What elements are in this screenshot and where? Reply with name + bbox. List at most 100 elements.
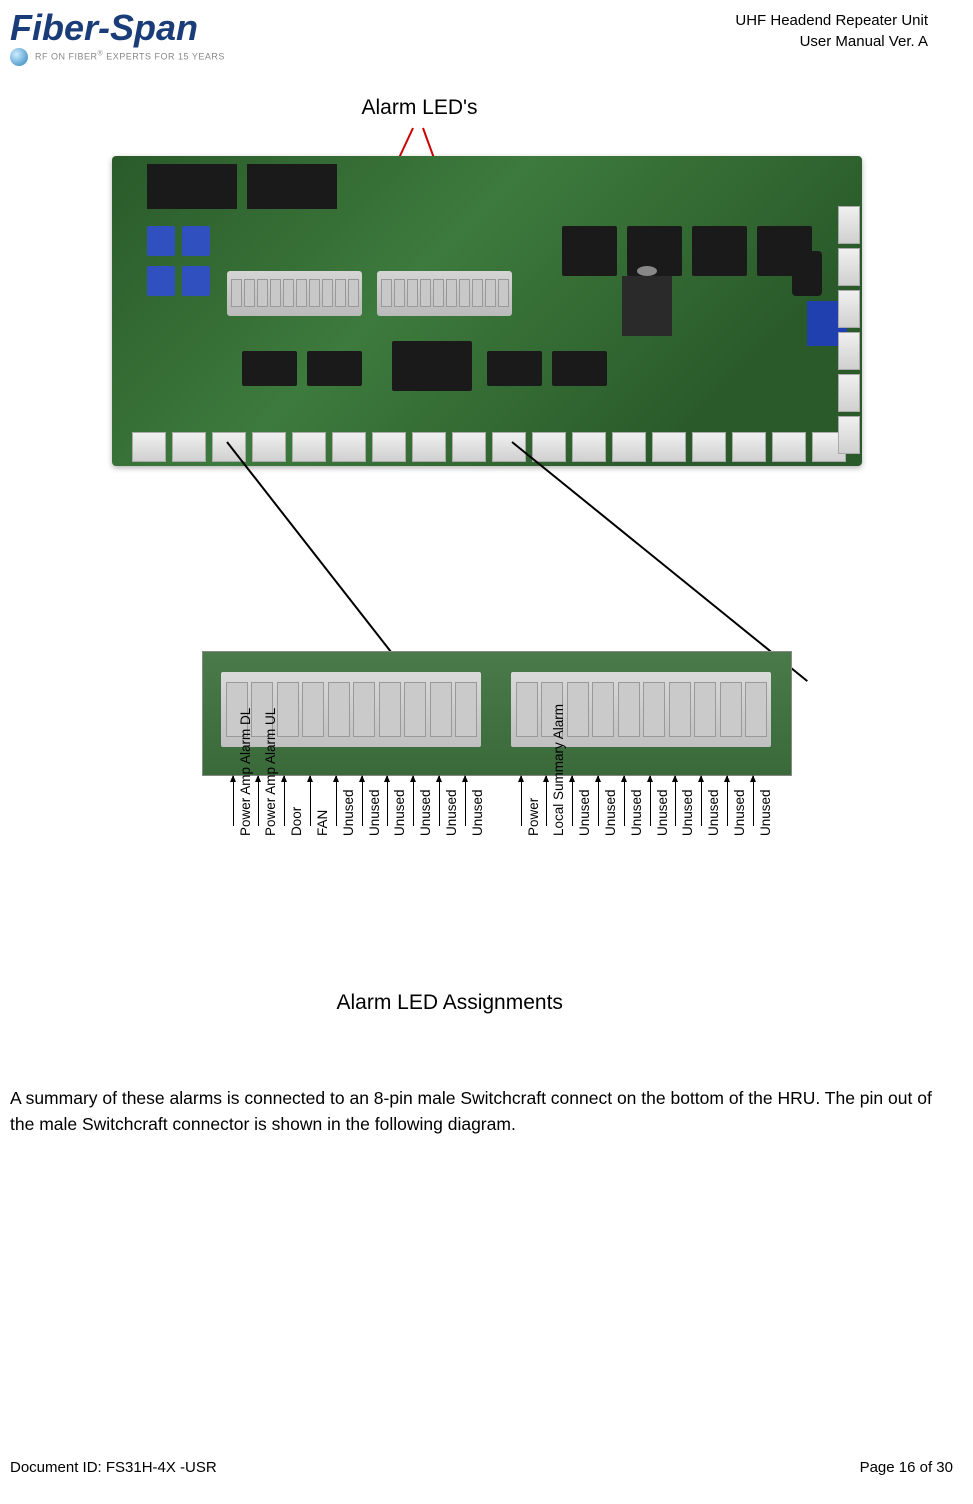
indicator-arrow bbox=[465, 776, 466, 826]
indicator-arrow bbox=[572, 776, 573, 826]
connector bbox=[652, 432, 686, 462]
connector bbox=[172, 432, 206, 462]
led-label: Unused bbox=[655, 789, 670, 836]
document-id: Document ID: FS31H-4X -USR bbox=[10, 1459, 217, 1476]
led-label: Unused bbox=[629, 789, 644, 836]
figure-top-label: Alarm LED's bbox=[362, 96, 478, 120]
globe-icon bbox=[10, 48, 28, 66]
led-bank bbox=[227, 271, 362, 316]
indicator-arrow bbox=[675, 776, 676, 826]
tagline-suffix: EXPERTS FOR 15 YEARS bbox=[103, 51, 225, 61]
indicator-arrow bbox=[336, 776, 337, 826]
indicator-arrow bbox=[624, 776, 625, 826]
figure-area: Alarm LED's Power Amp Alarm DL Power Amp … bbox=[112, 96, 862, 1026]
connector bbox=[132, 432, 166, 462]
led-bank bbox=[377, 271, 512, 316]
pin-header bbox=[147, 164, 237, 209]
indicator-arrow bbox=[310, 776, 311, 826]
connector bbox=[838, 206, 860, 244]
potentiometer bbox=[147, 266, 175, 296]
connector bbox=[732, 432, 766, 462]
indicator-arrow bbox=[413, 776, 414, 826]
led-label: Unused bbox=[732, 789, 747, 836]
relay bbox=[562, 226, 617, 276]
connector bbox=[412, 432, 446, 462]
logo-text: Fiber-Span bbox=[10, 10, 225, 46]
connector bbox=[838, 290, 860, 328]
indicator-arrow bbox=[727, 776, 728, 826]
zoom-detail bbox=[202, 651, 792, 776]
voltage-regulator bbox=[622, 276, 672, 336]
potentiometer bbox=[147, 226, 175, 256]
pcb-board bbox=[112, 156, 862, 466]
led-label: Unused bbox=[706, 789, 721, 836]
led-label: Unused bbox=[758, 789, 773, 836]
indicator-arrow bbox=[546, 776, 547, 826]
ic-chip bbox=[242, 351, 297, 386]
capacitor bbox=[792, 251, 822, 296]
led-label: FAN bbox=[315, 810, 330, 836]
indicator-arrow bbox=[233, 776, 234, 826]
page-number: Page 16 of 30 bbox=[860, 1459, 953, 1476]
page-footer: Document ID: FS31H-4X -USR Page 16 of 30 bbox=[10, 1459, 953, 1476]
led-label: Power Amp Alarm UL bbox=[263, 708, 278, 836]
indicator-arrow bbox=[284, 776, 285, 826]
indicator-arrow bbox=[258, 776, 259, 826]
connector bbox=[772, 432, 806, 462]
connector bbox=[572, 432, 606, 462]
figure-bottom-label: Alarm LED Assignments bbox=[337, 991, 563, 1015]
doc-title: UHF Headend Repeater Unit bbox=[735, 10, 928, 31]
connector bbox=[532, 432, 566, 462]
pin-header bbox=[247, 164, 337, 209]
indicator-arrow bbox=[650, 776, 651, 826]
led-label: Unused bbox=[470, 789, 485, 836]
doc-subtitle: User Manual Ver. A bbox=[735, 31, 928, 52]
led-label: Unused bbox=[444, 789, 459, 836]
led-label: Unused bbox=[680, 789, 695, 836]
connector bbox=[372, 432, 406, 462]
indicator-arrow bbox=[439, 776, 440, 826]
indicator-arrow bbox=[701, 776, 702, 826]
connector bbox=[838, 332, 860, 370]
ic-chip bbox=[392, 341, 472, 391]
connector bbox=[692, 432, 726, 462]
indicator-arrow bbox=[753, 776, 754, 826]
indicator-arrow bbox=[598, 776, 599, 826]
led-label: Power bbox=[526, 798, 541, 836]
logo-tagline: RF ON FIBER® EXPERTS FOR 15 YEARS bbox=[10, 48, 225, 66]
indicator-arrow bbox=[362, 776, 363, 826]
logo: Fiber-Span RF ON FIBER® EXPERTS FOR 15 Y… bbox=[10, 10, 225, 66]
potentiometer bbox=[182, 266, 210, 296]
header-doc-info: UHF Headend Repeater Unit User Manual Ve… bbox=[735, 10, 928, 52]
zoom-led-bank bbox=[221, 672, 481, 747]
connector bbox=[252, 432, 286, 462]
indicator-arrow bbox=[387, 776, 388, 826]
ic-chip bbox=[487, 351, 542, 386]
led-label: Door bbox=[289, 807, 304, 836]
tagline-prefix: RF ON FIBER bbox=[35, 51, 98, 61]
connector bbox=[838, 248, 860, 286]
led-label: Unused bbox=[603, 789, 618, 836]
connector bbox=[838, 416, 860, 454]
led-label: Unused bbox=[418, 789, 433, 836]
connector bbox=[452, 432, 486, 462]
connector bbox=[292, 432, 326, 462]
ic-chip bbox=[552, 351, 607, 386]
zoom-led-bank bbox=[511, 672, 771, 747]
led-label: Unused bbox=[577, 789, 592, 836]
led-label: Unused bbox=[341, 789, 356, 836]
led-label: Unused bbox=[367, 789, 382, 836]
led-label: Unused bbox=[392, 789, 407, 836]
connector bbox=[332, 432, 366, 462]
indicator-arrow bbox=[521, 776, 522, 826]
connector bbox=[612, 432, 646, 462]
relay bbox=[692, 226, 747, 276]
connector bbox=[838, 374, 860, 412]
led-label: Power Amp Alarm DL bbox=[238, 708, 253, 836]
potentiometer bbox=[182, 226, 210, 256]
page-header: Fiber-Span RF ON FIBER® EXPERTS FOR 15 Y… bbox=[0, 0, 973, 66]
body-paragraph: A summary of these alarms is connected t… bbox=[10, 1085, 953, 1138]
led-label: Local Summary Alarm bbox=[551, 704, 566, 836]
zoom-line bbox=[511, 441, 808, 682]
ic-chip bbox=[307, 351, 362, 386]
